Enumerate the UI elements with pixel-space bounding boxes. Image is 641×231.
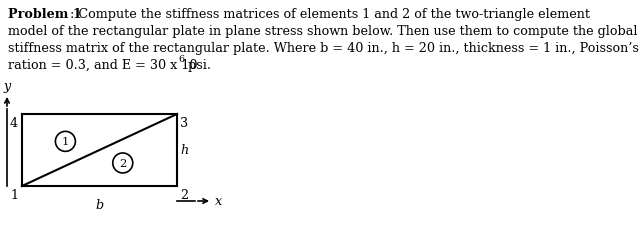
Text: 2: 2 <box>180 188 188 201</box>
Text: 3: 3 <box>180 116 188 129</box>
Text: psi.: psi. <box>184 59 211 72</box>
Text: 1: 1 <box>10 188 18 201</box>
Text: y: y <box>3 80 11 93</box>
Text: 2: 2 <box>119 158 126 168</box>
Text: b: b <box>96 198 104 211</box>
Text: 1: 1 <box>62 137 69 147</box>
Text: model of the rectangular plate in plane stress shown below. Then use them to com: model of the rectangular plate in plane … <box>8 25 638 38</box>
Text: 4: 4 <box>10 116 18 129</box>
Text: 6: 6 <box>178 55 184 64</box>
Text: stiffness matrix of the rectangular plate. Where b = 40 in., h = 20 in., thickne: stiffness matrix of the rectangular plat… <box>8 42 639 55</box>
Text: h: h <box>180 144 188 157</box>
Text: ration = 0.3, and E = 30 x 10: ration = 0.3, and E = 30 x 10 <box>8 59 197 72</box>
Text: Problem 1: Problem 1 <box>8 8 82 21</box>
Text: x: x <box>215 195 222 208</box>
Text: : Compute the stiffness matrices of elements 1 and 2 of the two-triangle element: : Compute the stiffness matrices of elem… <box>70 8 590 21</box>
